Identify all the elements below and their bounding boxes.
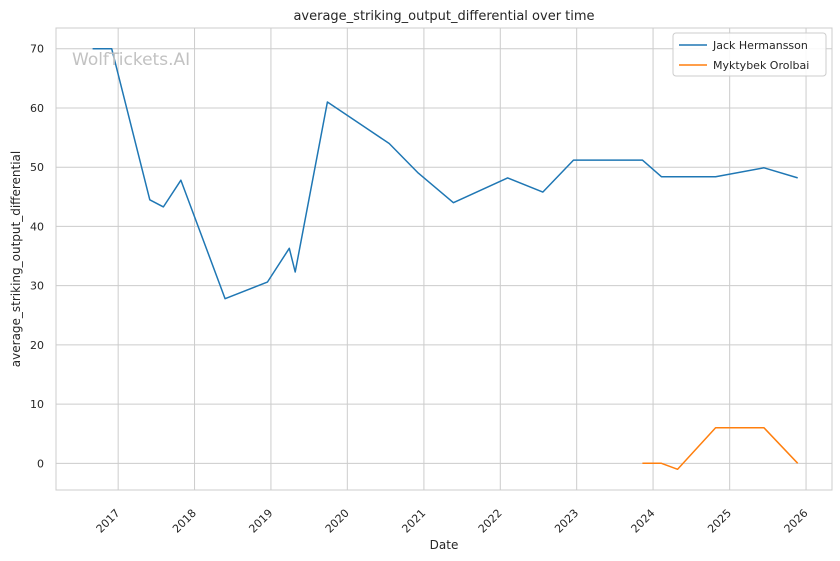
y-tick-10: 10 xyxy=(30,398,44,411)
x-tick-2019: 2019 xyxy=(246,507,275,536)
x-tick-labels: 2017 2018 2019 2020 2021 2022 2023 2024 2025 2026 xyxy=(94,507,811,536)
chart-title: average_striking_output_differential ove… xyxy=(293,9,594,24)
legend-label-jack-hermansson: Jack Hermansson xyxy=(712,39,808,52)
x-tick-2025: 2025 xyxy=(705,507,734,536)
plot-frame xyxy=(55,27,833,491)
x-tick-2017: 2017 xyxy=(94,507,123,536)
x-tick-2020: 2020 xyxy=(323,507,352,536)
x-tick-2026: 2026 xyxy=(782,507,811,536)
series-line-jack-hermansson xyxy=(92,47,798,300)
watermark: WolfTickets.AI xyxy=(72,50,190,70)
x-tick-2018: 2018 xyxy=(170,507,199,536)
plot-background xyxy=(56,28,832,490)
grid-horizontal xyxy=(56,48,832,464)
series-line-myktybek-orolbai xyxy=(642,427,799,471)
y-tick-60: 60 xyxy=(30,102,44,115)
y-axis-label: average_striking_output_differential xyxy=(9,151,23,367)
x-tick-2024: 2024 xyxy=(629,507,658,536)
grid-vertical xyxy=(117,28,807,490)
x-axis-label: Date xyxy=(430,538,459,552)
x-tick-2022: 2022 xyxy=(476,507,505,536)
y-tick-40: 40 xyxy=(30,220,44,233)
y-tick-0: 0 xyxy=(37,457,44,470)
y-tick-50: 50 xyxy=(30,161,44,174)
legend-box xyxy=(672,32,827,77)
y-tick-20: 20 xyxy=(30,339,44,352)
x-tick-2021: 2021 xyxy=(399,507,428,536)
legend-label-myktybek-orolbai: Myktybek Orolbai xyxy=(713,59,809,72)
series-lines xyxy=(92,47,799,471)
x-tick-2023: 2023 xyxy=(552,507,581,536)
y-tick-30: 30 xyxy=(30,280,44,293)
y-tick-labels: 0 10 20 30 40 50 60 70 xyxy=(30,43,44,471)
y-tick-70: 70 xyxy=(30,43,44,56)
legend: Jack Hermansson Myktybek Orolbai xyxy=(672,32,827,77)
